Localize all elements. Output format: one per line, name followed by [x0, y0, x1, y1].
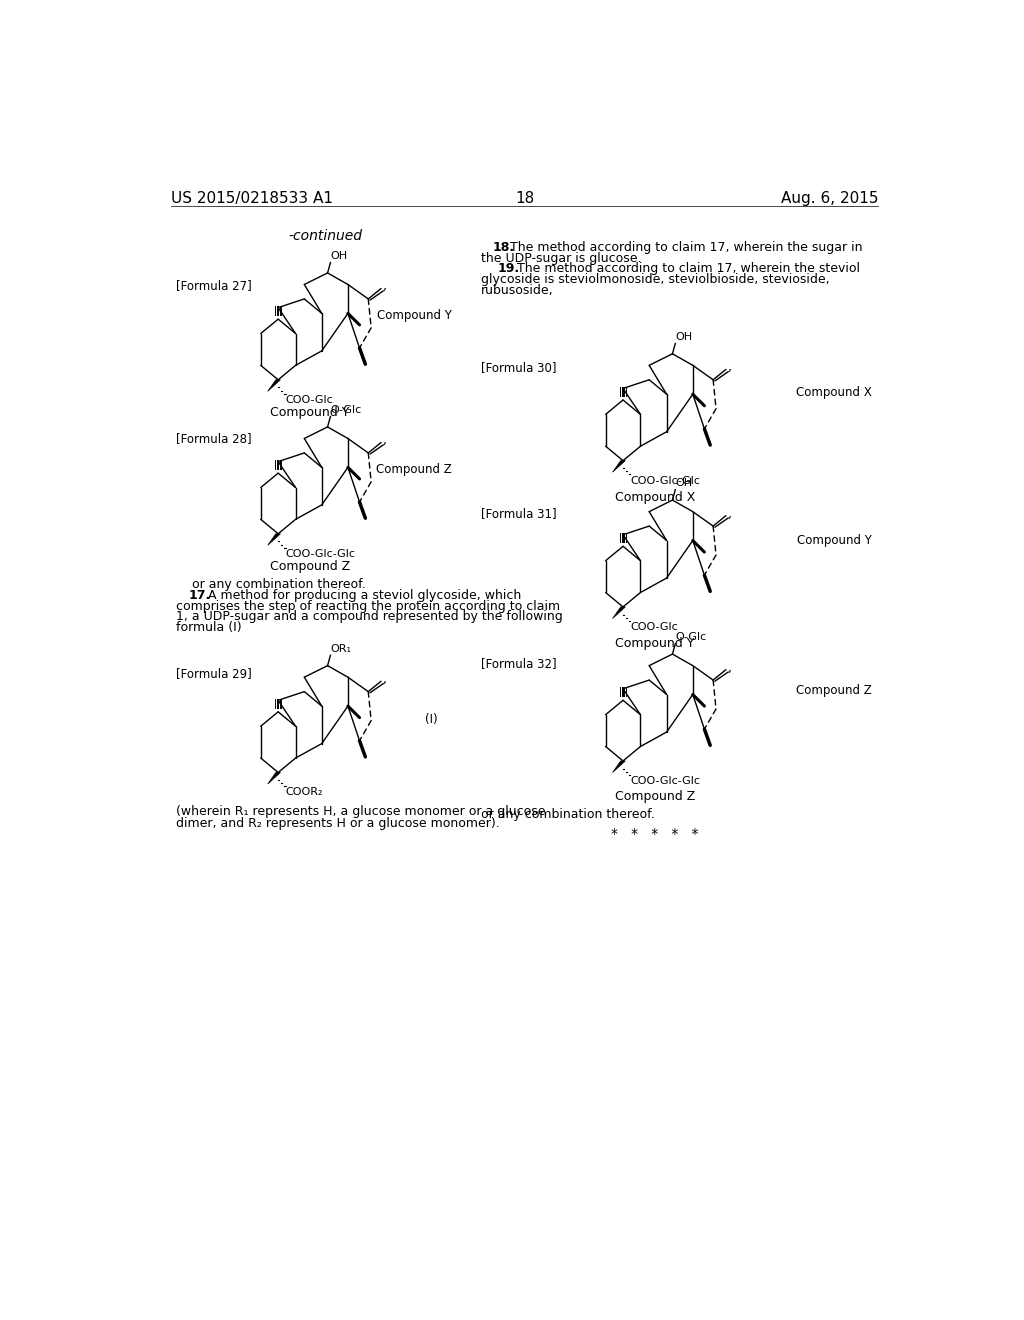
Text: Compound Z: Compound Z [797, 684, 872, 697]
Text: Compound Y: Compound Y [270, 407, 350, 420]
Text: 18.: 18. [493, 240, 514, 253]
Text: [Formula 31]: [Formula 31] [480, 507, 556, 520]
Text: Compound Z: Compound Z [270, 560, 350, 573]
Text: [Formula 32]: [Formula 32] [480, 657, 556, 671]
Text: OR₁: OR₁ [331, 644, 351, 653]
Text: [Formula 30]: [Formula 30] [480, 360, 556, 374]
Text: Compound Y: Compound Y [797, 535, 872, 548]
Text: 17.: 17. [188, 589, 211, 602]
Text: OH: OH [676, 478, 692, 488]
Text: dimer, and R₂ represents H or a glucose monomer).: dimer, and R₂ represents H or a glucose … [176, 817, 500, 830]
Text: ,: , [383, 673, 387, 686]
Text: COOR₂: COOR₂ [285, 788, 323, 797]
Text: 18: 18 [515, 190, 535, 206]
Text: Compound X: Compound X [614, 491, 695, 504]
Text: O-Glc: O-Glc [331, 405, 361, 414]
Text: OH: OH [331, 251, 347, 261]
Text: OH: OH [676, 331, 692, 342]
Text: [Formula 29]: [Formula 29] [176, 667, 252, 680]
Text: or any combination thereof.: or any combination thereof. [176, 578, 366, 591]
Text: ,: , [728, 362, 732, 375]
Text: Compound Z: Compound Z [614, 789, 695, 803]
Text: the UDP-sugar is glucose.: the UDP-sugar is glucose. [480, 252, 641, 264]
Text: formula (I): formula (I) [176, 622, 242, 634]
Text: *   *   *   *   *: * * * * * [611, 826, 698, 841]
Text: Compound Z: Compound Z [376, 462, 452, 475]
Text: (I): (I) [425, 713, 438, 726]
Text: [Formula 27]: [Formula 27] [176, 280, 252, 292]
Text: Compound Y: Compound Y [615, 638, 694, 651]
Polygon shape [612, 760, 626, 772]
Text: or any combination thereof.: or any combination thereof. [480, 808, 654, 821]
Polygon shape [267, 772, 281, 784]
Text: COO-Glc-Glc: COO-Glc-Glc [630, 776, 700, 785]
Polygon shape [267, 380, 281, 391]
Text: O-Glc: O-Glc [676, 632, 707, 642]
Text: Aug. 6, 2015: Aug. 6, 2015 [780, 190, 879, 206]
Text: A method for producing a steviol glycoside, which: A method for producing a steviol glycosi… [204, 589, 521, 602]
Text: US 2015/0218533 A1: US 2015/0218533 A1 [171, 190, 333, 206]
Text: The method according to claim 17, wherein the sugar in: The method according to claim 17, wherei… [506, 240, 862, 253]
Text: (wherein R₁ represents H, a glucose monomer or a glucose: (wherein R₁ represents H, a glucose mono… [176, 805, 546, 818]
Text: ,: , [728, 661, 732, 675]
Text: Compound X: Compound X [797, 385, 872, 399]
Text: COO-Glc: COO-Glc [285, 395, 333, 405]
Text: ,: , [728, 508, 732, 520]
Text: Compound Y: Compound Y [377, 309, 452, 322]
Text: 1, a UDP-sugar and a compound represented by the following: 1, a UDP-sugar and a compound represente… [176, 610, 563, 623]
Polygon shape [612, 461, 626, 473]
Text: COO-Glc-Glc: COO-Glc-Glc [285, 549, 355, 558]
Text: comprises the step of reacting the protein according to claim: comprises the step of reacting the prote… [176, 599, 560, 612]
Polygon shape [267, 533, 281, 545]
Text: COO-Glc: COO-Glc [630, 622, 678, 632]
Text: -continued: -continued [289, 230, 362, 243]
Text: ,: , [383, 280, 387, 293]
Text: 19.: 19. [498, 263, 520, 276]
Text: ,: , [383, 434, 387, 447]
Text: rubusoside,: rubusoside, [480, 284, 553, 297]
Text: glycoside is steviolmonoside, steviolbioside, stevioside,: glycoside is steviolmonoside, steviolbio… [480, 273, 829, 286]
Polygon shape [612, 607, 626, 619]
Text: COO-Glc-Glc: COO-Glc-Glc [630, 475, 700, 486]
Text: The method according to claim 17, wherein the steviol: The method according to claim 17, wherei… [513, 263, 860, 276]
Text: [Formula 28]: [Formula 28] [176, 432, 252, 445]
